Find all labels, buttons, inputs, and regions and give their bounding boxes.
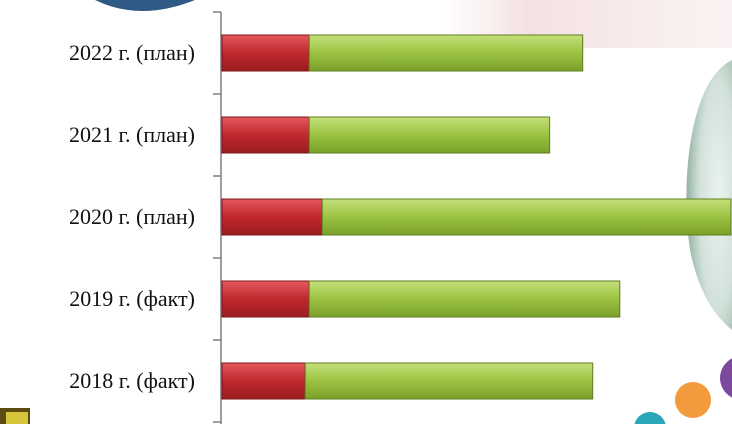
bar-segment-red xyxy=(221,362,306,400)
purple-circle xyxy=(720,358,732,398)
category-label: 2021 г. (план) xyxy=(69,122,195,147)
bar-segment-green xyxy=(304,362,594,400)
bar-segment-red xyxy=(221,116,310,154)
bar-segment-red xyxy=(221,34,310,72)
bar-segment-red xyxy=(221,198,323,236)
bar-segment-green xyxy=(321,198,732,236)
bar-segment-green xyxy=(308,116,551,154)
teal-circle xyxy=(634,412,666,424)
bar-segment-green xyxy=(308,34,584,72)
category-label: 2020 г. (план) xyxy=(69,204,195,229)
globe-shape xyxy=(686,60,732,330)
blue-oval xyxy=(95,0,195,11)
bar-segment-green xyxy=(308,280,621,318)
category-label: 2022 г. (план) xyxy=(69,40,195,65)
orange-circle xyxy=(675,382,711,418)
category-label: 2018 г. (факт) xyxy=(69,368,195,393)
category-label: 2019 г. (факт) xyxy=(69,286,195,311)
bar-segment-red xyxy=(221,280,310,318)
